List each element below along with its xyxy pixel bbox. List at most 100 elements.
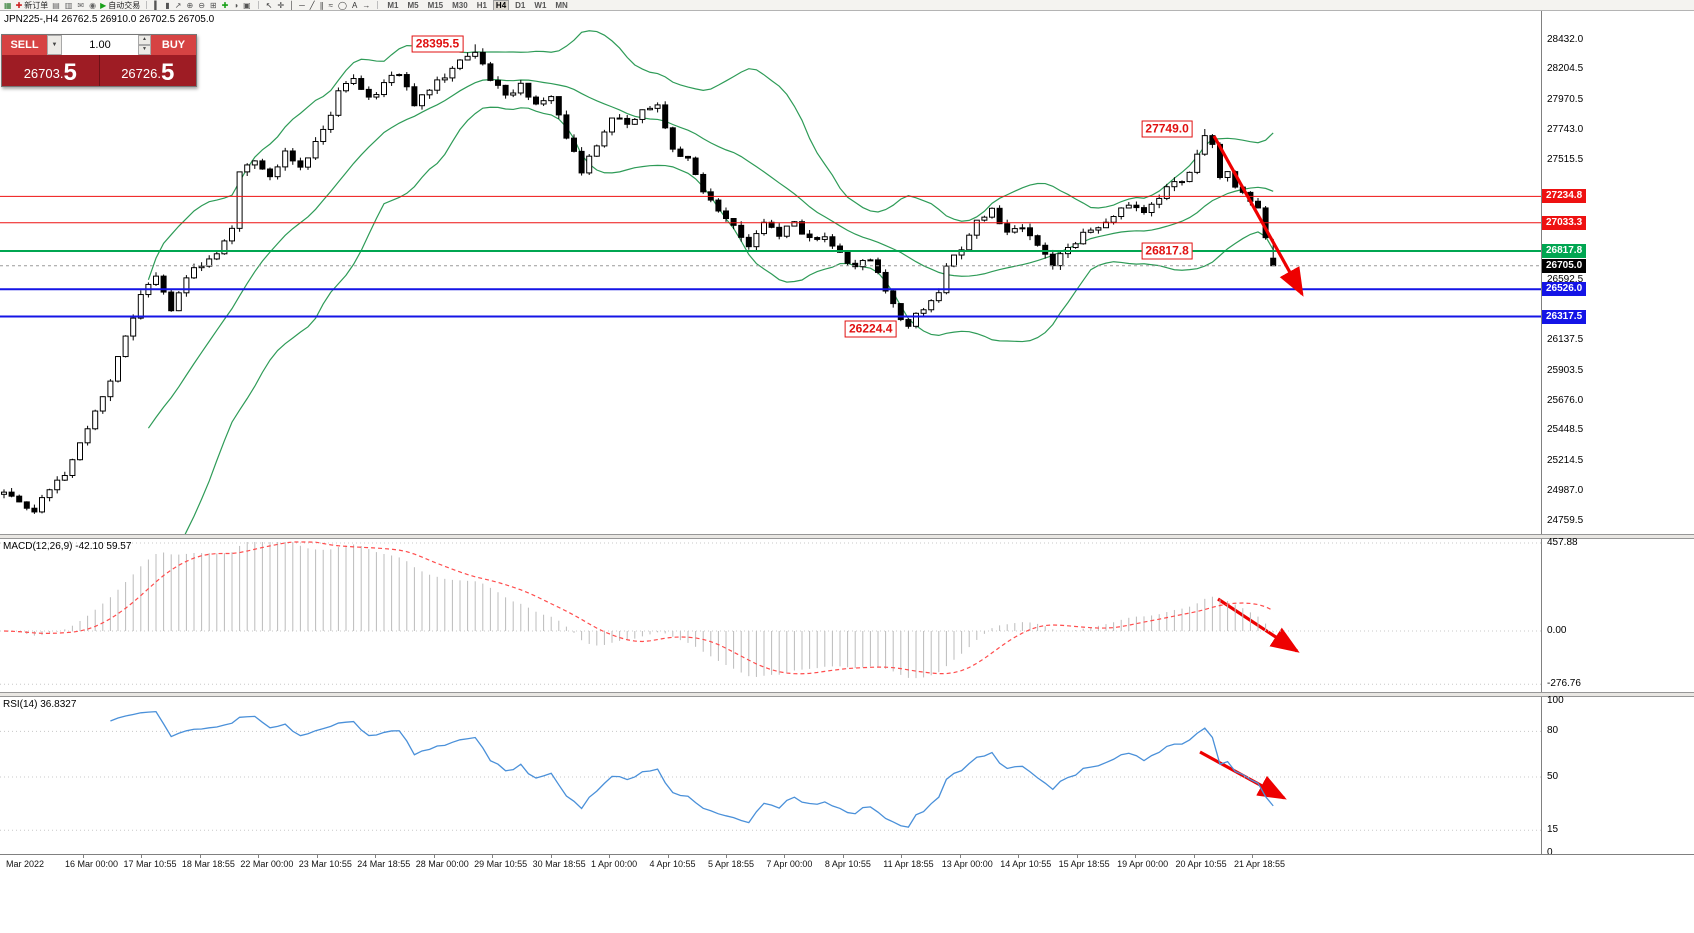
axis-price-tag: 26705.0 bbox=[1542, 258, 1587, 273]
zoom-out-icon[interactable]: ⊖ bbox=[198, 0, 205, 10]
bollinger-lower bbox=[184, 106, 1274, 534]
trade-panel-prices: 26703. 5 26726. 5 bbox=[2, 55, 196, 86]
axis-label: 0.00 bbox=[1547, 625, 1567, 636]
axis-label: 24987.0 bbox=[1547, 484, 1584, 496]
time-axis-label: 1 Apr 00:00 bbox=[591, 859, 638, 869]
time-axis-tick bbox=[842, 855, 844, 858]
fibonacci-icon[interactable]: ≈ bbox=[328, 0, 334, 10]
tile-windows-icon[interactable]: ⊞ bbox=[209, 0, 217, 10]
timeframe-button-m1[interactable]: M1 bbox=[387, 0, 399, 10]
timeframe-button-mn[interactable]: MN bbox=[555, 0, 568, 10]
timeframe-button-m30[interactable]: M30 bbox=[452, 0, 468, 10]
sell-button[interactable]: SELL bbox=[2, 35, 47, 55]
buy-price[interactable]: 26726. 5 bbox=[98, 55, 197, 86]
crosshair-icon[interactable]: ✛ bbox=[277, 0, 285, 10]
axis-label: 28432.0 bbox=[1547, 33, 1584, 45]
time-axis-label: 15 Apr 18:55 bbox=[1058, 859, 1110, 869]
volume-input[interactable] bbox=[62, 35, 138, 55]
arrow-object-icon[interactable]: → bbox=[362, 0, 371, 10]
autotrading-button-label: 自动交易 bbox=[108, 0, 141, 10]
terminal-icon[interactable]: ◉ bbox=[89, 0, 97, 10]
time-axis-label: 23 Mar 10:55 bbox=[298, 859, 352, 869]
buy-button[interactable]: BUY bbox=[151, 35, 196, 55]
mail-icon[interactable]: ✉ bbox=[77, 0, 85, 10]
candlestick-series bbox=[1, 44, 1277, 514]
volume-dropdown-button[interactable]: ▼ bbox=[47, 35, 62, 55]
horizontal-line-icon[interactable]: ─ bbox=[299, 0, 305, 10]
new-order-button-label: 新订单 bbox=[24, 0, 49, 10]
time-axis-tick bbox=[141, 855, 143, 858]
axis-label: 100 bbox=[1547, 695, 1564, 706]
market-watch-icon[interactable]: ▥ bbox=[64, 0, 73, 10]
time-axis-label: 30 Mar 18:55 bbox=[532, 859, 586, 869]
timeframe-button-w1[interactable]: W1 bbox=[534, 0, 547, 10]
time-axis-tick bbox=[199, 855, 201, 858]
symbol-info: JPN225-,H4 26762.5 26910.0 26702.5 26705… bbox=[4, 14, 215, 25]
time-axis-tick bbox=[550, 855, 552, 858]
time-axis-label: 21 Apr 18:55 bbox=[1234, 859, 1286, 869]
price-callout[interactable]: 28395.5 bbox=[411, 35, 464, 53]
time-axis-label: 5 Apr 18:55 bbox=[707, 859, 754, 869]
trend-arrow[interactable] bbox=[1199, 750, 1287, 800]
volume-decrease-button[interactable]: ▼ bbox=[138, 45, 151, 55]
time-axis-tick bbox=[258, 855, 260, 858]
horizontal-line-objects[interactable] bbox=[0, 195, 1541, 318]
axis-label: 26137.5 bbox=[1547, 334, 1584, 346]
vertical-line-icon[interactable]: │ bbox=[289, 0, 295, 10]
time-axis-tick bbox=[83, 855, 84, 858]
rsi-panel[interactable]: RSI(14) 36.8327 100 80 50 15 0 bbox=[0, 695, 1694, 858]
rsi-axis[interactable]: 100 80 50 15 0 bbox=[1541, 695, 1694, 858]
time-axis[interactable]: Mar 2022 16 Mar 00:00 17 Mar 10:55 18 Mar 1… bbox=[0, 854, 1694, 873]
top-toolbar: ▦ ✚ 新订单 ▤ ▥ ✉ ◉ ▶ 自动交易 ▍ ▮ ↗ ⊕ ⊖ ⊞ ✚ ◑ ▣ ↖ ✛ │ ─ ╱ ∥ ≈ ◯ A → M1 M5 M15… bbox=[0, 0, 1694, 11]
volume-increase-button[interactable]: ▲ bbox=[138, 35, 151, 45]
candlestick-chart-icon[interactable]: ▮ bbox=[165, 0, 170, 10]
macd-panel[interactable]: MACD(12,26,9) -42.10 59.57 457.88 0.00 -27… bbox=[0, 537, 1694, 692]
price-axis[interactable]: 28432.0 28204.5 27970.5 27743.0 27515.5 26592… bbox=[1541, 11, 1694, 534]
zoom-in-icon[interactable]: ⊕ bbox=[186, 0, 194, 10]
price-callout[interactable]: 26224.4 bbox=[845, 320, 897, 338]
macd-histogram bbox=[11, 542, 1274, 679]
price-callout[interactable]: 26817.8 bbox=[1141, 242, 1193, 260]
timeframe-button-h1[interactable]: H1 bbox=[476, 0, 487, 10]
time-axis-tick bbox=[1135, 855, 1137, 858]
cursor-icon[interactable]: ↖ bbox=[265, 0, 273, 10]
time-axis-tick bbox=[375, 855, 377, 858]
sell-price[interactable]: 26703. 5 bbox=[2, 55, 99, 86]
panel-divider[interactable] bbox=[0, 534, 1694, 539]
trendline-icon[interactable]: ╱ bbox=[309, 0, 315, 10]
profiles-icon[interactable]: ▤ bbox=[52, 0, 60, 10]
bar-chart-icon[interactable]: ▍ bbox=[154, 0, 161, 10]
channel-icon[interactable]: ∥ bbox=[319, 0, 324, 10]
axis-label: 26592.5 bbox=[1547, 274, 1584, 286]
text-icon[interactable]: A bbox=[351, 0, 358, 10]
rsi-line bbox=[110, 710, 1274, 828]
main-chart-canvas bbox=[0, 30, 1541, 534]
axis-label: 25676.0 bbox=[1547, 394, 1584, 406]
macd-axis[interactable]: 457.88 0.00 -276.76 bbox=[1541, 537, 1694, 692]
timeframe-button-m5[interactable]: M5 bbox=[407, 0, 419, 10]
timeframe-button-m15[interactable]: M15 bbox=[427, 0, 444, 10]
templates-icon[interactable]: ▣ bbox=[243, 0, 251, 10]
time-axis-tick bbox=[316, 855, 318, 858]
buy-price-big-digit: 5 bbox=[160, 59, 175, 86]
toolbar-separator bbox=[257, 1, 259, 9]
trade-panel-top-row: SELL ▼ ▲ ▼ BUY bbox=[2, 35, 196, 55]
main-chart-panel[interactable]: JPN225-,H4 26762.5 26910.0 26702.5 26705… bbox=[0, 11, 1694, 534]
panel-divider[interactable] bbox=[0, 692, 1694, 697]
axis-label: 15 bbox=[1547, 824, 1559, 836]
axis-label: 24759.5 bbox=[1547, 514, 1584, 526]
price-callout[interactable]: 27749.0 bbox=[1141, 120, 1193, 138]
ellipse-icon[interactable]: ◯ bbox=[338, 0, 347, 10]
timeframe-button-d1[interactable]: D1 bbox=[515, 0, 526, 10]
indicators-icon[interactable]: ✚ bbox=[221, 0, 229, 10]
time-axis-tick bbox=[433, 855, 435, 858]
trend-arrow[interactable] bbox=[1212, 135, 1304, 297]
periods-icon[interactable]: ◑ bbox=[233, 0, 239, 10]
line-chart-icon[interactable]: ↗ bbox=[174, 0, 182, 10]
new-order-button[interactable]: ✚ 新订单 bbox=[16, 0, 49, 10]
autotrading-button[interactable]: ▶ 自动交易 bbox=[100, 0, 141, 10]
new-chart-icon[interactable]: ▦ bbox=[4, 0, 12, 10]
timeframe-button-h4[interactable]: H4 bbox=[492, 0, 510, 10]
rsi-name: RSI(14) bbox=[3, 699, 38, 710]
axis-label: 27970.5 bbox=[1547, 93, 1584, 105]
